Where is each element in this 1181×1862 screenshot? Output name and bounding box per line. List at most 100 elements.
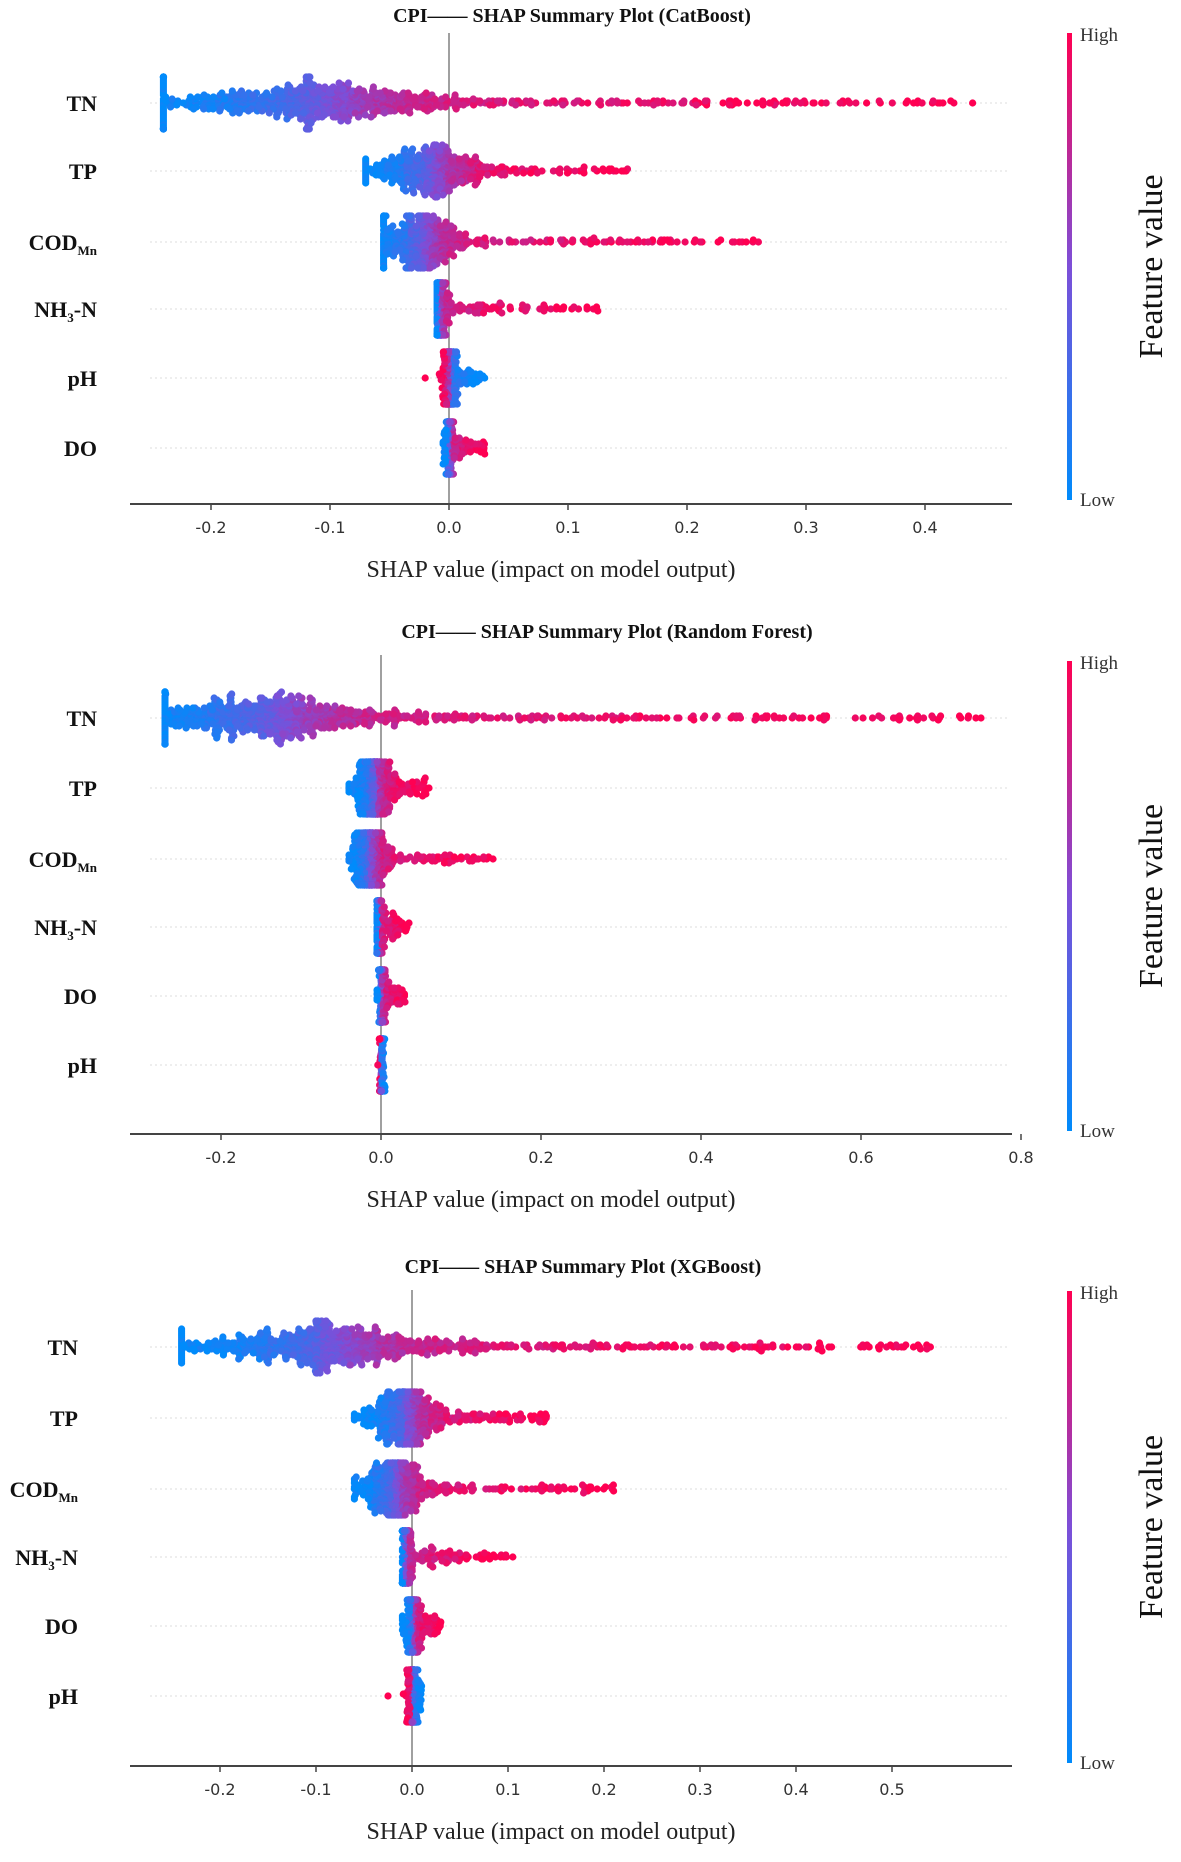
shap-point	[441, 851, 449, 859]
shap-point	[557, 712, 565, 720]
feature-label-main: TP	[69, 776, 97, 801]
shap-point	[458, 303, 466, 311]
shap-point	[844, 97, 852, 105]
shap-point	[345, 788, 353, 796]
shap-point	[442, 93, 450, 101]
shap-point	[431, 141, 439, 149]
shap-point	[200, 91, 208, 99]
shap-point	[617, 716, 625, 724]
feature-label-main: pH	[68, 366, 97, 391]
shap-point	[497, 171, 505, 179]
shap-point	[273, 692, 281, 700]
shap-point	[197, 720, 205, 728]
shap-point	[336, 706, 344, 714]
shap-point	[362, 155, 370, 163]
shap-point	[380, 109, 389, 117]
shap-point	[822, 99, 830, 107]
chart-title: CPI—— SHAP Summary Plot (Random Forest)	[401, 621, 812, 643]
shap-point	[641, 99, 649, 107]
shap-point	[383, 226, 391, 234]
shap-point	[228, 690, 236, 698]
shap-point	[550, 97, 558, 105]
shap-point	[660, 236, 668, 244]
feature-label: TP	[69, 776, 97, 801]
shap-point	[488, 163, 496, 171]
shap-point	[749, 236, 757, 244]
shap-point	[389, 710, 398, 718]
shap-point	[540, 301, 548, 309]
shap-point	[347, 722, 355, 730]
shap-point	[260, 732, 268, 740]
shap-point	[420, 264, 428, 272]
beeswarm-NH3-N	[373, 897, 413, 957]
shap-point	[416, 183, 424, 191]
shap-point	[413, 790, 421, 798]
shap-point	[161, 740, 169, 748]
shap-point	[425, 147, 433, 155]
shap-point	[947, 97, 955, 105]
shap-point	[413, 153, 421, 161]
shap-point	[903, 97, 912, 105]
shap-chart-1: CPI—— SHAP Summary Plot (Random Forest) T…	[29, 621, 1170, 1213]
shap-point	[663, 714, 671, 722]
shap-point	[797, 99, 805, 107]
shap-point	[312, 722, 320, 730]
shap-point	[743, 99, 751, 107]
shap-point	[405, 212, 414, 220]
shap-point	[398, 107, 406, 115]
shap-point	[369, 83, 377, 91]
shap-point	[609, 716, 617, 724]
shap-point	[540, 716, 549, 724]
shap-point	[579, 236, 587, 244]
shap-point	[382, 710, 390, 718]
shap-point	[392, 248, 400, 256]
shap-point	[851, 714, 859, 722]
shap-point	[339, 85, 347, 93]
shap-point	[371, 829, 380, 837]
shap-point	[412, 222, 420, 230]
shap-point	[466, 448, 474, 456]
shap-point	[287, 734, 295, 742]
shap-point	[458, 450, 466, 458]
shap-point	[450, 712, 458, 720]
x-tick-label: 0.1	[555, 518, 580, 537]
shap-point	[413, 851, 422, 859]
shap-point	[450, 454, 458, 462]
shap-point	[277, 87, 285, 95]
shap-point	[379, 837, 387, 845]
shap-point	[918, 99, 926, 107]
shap-point	[407, 264, 415, 272]
shap-point	[519, 169, 528, 177]
shap-point	[347, 706, 355, 714]
shap-point	[291, 87, 299, 95]
shap-point	[479, 309, 488, 317]
shap-point	[557, 236, 565, 244]
shap-point	[782, 97, 790, 105]
shap-point	[415, 718, 423, 726]
shap-point	[559, 101, 567, 109]
shap-point	[511, 101, 520, 109]
shap-point	[395, 153, 403, 161]
shap-point	[480, 853, 488, 861]
shap-point	[386, 758, 394, 766]
shap-point	[471, 153, 480, 161]
shap-point	[265, 109, 273, 117]
shap-point	[404, 89, 412, 97]
shap-point	[466, 175, 475, 183]
x-tick-label: -0.2	[195, 518, 226, 537]
shap-point	[423, 212, 431, 220]
shap-point	[376, 89, 384, 97]
shap-point	[362, 179, 370, 187]
shap-point	[939, 99, 947, 107]
shap-point	[200, 105, 208, 113]
shap-point	[442, 426, 450, 434]
shap-point	[468, 716, 476, 724]
shap-point	[312, 706, 320, 714]
shap-point	[442, 400, 450, 408]
shap-point	[213, 734, 221, 742]
shap-point	[175, 722, 183, 730]
shap-point	[725, 101, 734, 109]
shap-point	[384, 161, 392, 169]
shap-point	[402, 927, 410, 935]
shap-point	[751, 716, 759, 724]
